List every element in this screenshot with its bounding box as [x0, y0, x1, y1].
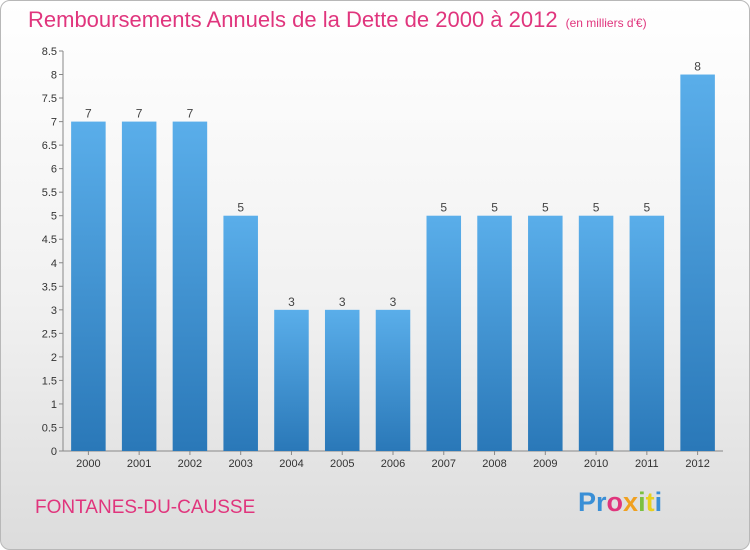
y-tick-label: 8.5	[42, 46, 57, 58]
logo-part: Pr	[578, 487, 607, 517]
bar-value-label: 5	[593, 201, 600, 215]
bar[interactable]	[274, 309, 309, 451]
chart-bars	[71, 74, 715, 452]
x-tick-label: 2004	[279, 458, 303, 470]
bar-value-label: 5	[491, 201, 498, 215]
y-tick-label: 5.5	[42, 187, 57, 199]
x-tick-label: 2011	[635, 458, 659, 470]
bar-value-label: 3	[339, 295, 346, 309]
logo-part: x	[623, 487, 639, 517]
commune-name: FONTANES-DU-CAUSSE	[35, 497, 256, 518]
x-tick-label: 2001	[127, 458, 151, 470]
y-tick-label: 0.5	[42, 422, 57, 434]
x-tick-label: 2012	[685, 458, 709, 470]
y-tick-label: 4.5	[42, 234, 57, 246]
y-tick-label: 4	[51, 258, 57, 270]
x-tick-label: 2010	[584, 458, 608, 470]
bar-value-label: 5	[644, 201, 651, 215]
logo-part: i	[638, 487, 646, 517]
bar[interactable]	[71, 121, 106, 452]
logo-part: o	[606, 487, 624, 517]
bar-value-label: 7	[187, 107, 194, 121]
y-tick-label: 7	[51, 117, 57, 129]
x-tick-label: 2007	[432, 458, 456, 470]
y-tick-label: 5	[51, 211, 57, 223]
y-tick-label: 6.5	[42, 140, 57, 152]
logo-part: t	[645, 487, 655, 517]
y-tick-label: 2	[51, 352, 57, 364]
bar[interactable]	[375, 309, 411, 451]
x-tick-label: 2005	[330, 458, 354, 470]
x-tick-label: 2000	[76, 458, 100, 470]
y-tick-label: 0	[51, 446, 57, 458]
bar[interactable]	[528, 215, 563, 451]
logo-part: i	[654, 487, 663, 517]
bar[interactable]	[223, 215, 258, 451]
bar[interactable]	[629, 215, 665, 451]
bar-value-label: 3	[390, 295, 397, 309]
chart-labels: 7 7 7 5 3 3 3 5 5 5 5 5 8	[85, 60, 701, 309]
y-tick-label: 2.5	[42, 328, 57, 340]
y-tick-label: 8	[51, 70, 57, 82]
bar[interactable]	[426, 215, 462, 451]
x-tick-label: 2008	[482, 458, 506, 470]
y-tick-label: 3.5	[42, 281, 57, 293]
bar[interactable]	[680, 74, 715, 451]
x-tick-label: 2006	[381, 458, 405, 470]
x-tick-label: 2009	[533, 458, 557, 470]
bar-value-label: 7	[85, 107, 92, 121]
bar-value-label: 5	[440, 201, 447, 215]
y-tick-label: 7.5	[42, 93, 57, 105]
bar[interactable]	[477, 215, 512, 451]
y-tick-label: 3	[51, 305, 57, 317]
chart-axes: 0 0.5 1 1.5 2 2.5 3 3.5 4 4.5 5 5.5 6 6.5 7 7.5 8 8.5 2000…	[42, 46, 723, 470]
bar-value-label: 3	[288, 295, 295, 309]
chart-title-text: Remboursements Annuels de la Dette de 20…	[28, 7, 558, 32]
bar[interactable]	[121, 121, 157, 452]
chart-subtitle: (en milliers d'€)	[565, 16, 647, 30]
bar[interactable]	[578, 215, 614, 451]
y-tick-label: 6	[51, 164, 57, 176]
bar-value-label: 8	[694, 60, 701, 74]
bar-value-label: 7	[136, 107, 143, 121]
y-tick-label: 1.5	[42, 375, 57, 387]
y-tick-label: 1	[51, 399, 57, 411]
bar[interactable]	[172, 121, 208, 452]
bar-value-label: 5	[237, 201, 244, 215]
chart-title: Remboursements Annuels de la Dette de 20…	[28, 7, 647, 33]
x-tick-label: 2002	[178, 458, 202, 470]
proxiti-logo[interactable]: Proxiti	[578, 487, 662, 518]
bar-value-label: 5	[542, 201, 549, 215]
bar[interactable]	[324, 309, 360, 451]
x-tick-label: 2003	[228, 458, 252, 470]
